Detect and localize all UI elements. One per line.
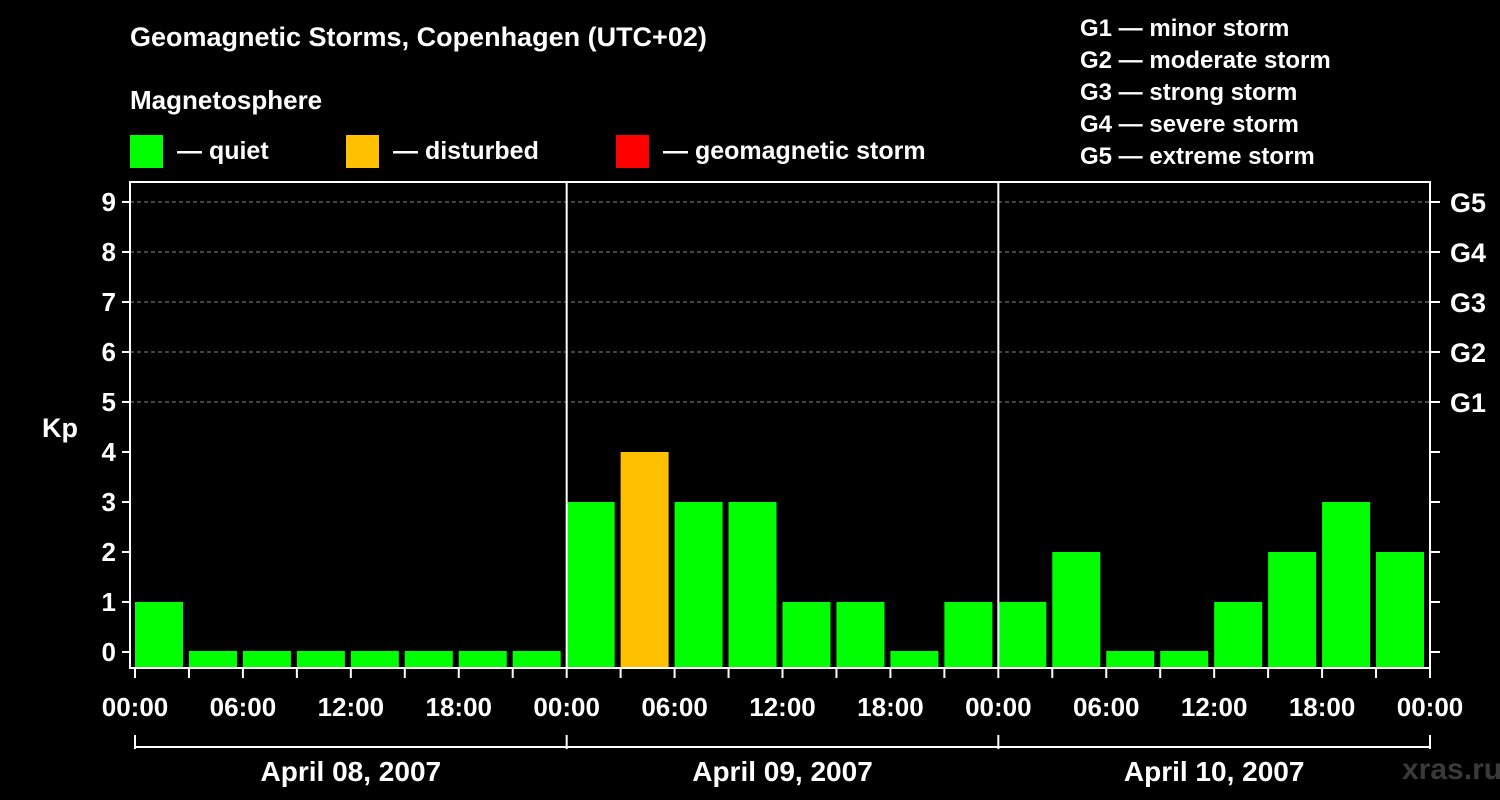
y-tick-label: 7 bbox=[102, 287, 116, 317]
kp-bar bbox=[944, 602, 993, 668]
legend-storm-label: — geomagnetic storm bbox=[663, 136, 926, 165]
x-tick-label: 18:00 bbox=[1289, 692, 1356, 722]
g4-legend-text: G4 — severe storm bbox=[1080, 111, 1299, 138]
y-tick-label: 9 bbox=[102, 187, 116, 217]
x-tick-label: 00:00 bbox=[102, 692, 169, 722]
y-tick-label: 1 bbox=[102, 587, 116, 617]
g-scale-legend: G1 — minor storm G2 — moderate storm G3 … bbox=[1080, 13, 1331, 173]
watermark: xras.ru bbox=[1402, 753, 1500, 786]
x-tick-label: 00:00 bbox=[533, 692, 600, 722]
kp-bar bbox=[1214, 602, 1263, 668]
y-tick-label: 2 bbox=[102, 537, 116, 567]
kp-bar bbox=[135, 602, 183, 668]
kp-bar bbox=[1376, 552, 1425, 668]
day-label: April 08, 2007 bbox=[261, 756, 442, 787]
kp-bar bbox=[620, 452, 669, 668]
g-axis-label-g1: G1 bbox=[1450, 388, 1486, 418]
y-tick-label: 0 bbox=[102, 637, 116, 667]
legend-disturbed: — disturbed bbox=[346, 134, 539, 168]
y-tick-label: 5 bbox=[102, 387, 116, 417]
g2-legend-text: G2 — moderate storm bbox=[1080, 47, 1331, 74]
x-tick-label: 12:00 bbox=[749, 692, 816, 722]
kp-bar bbox=[296, 651, 345, 668]
magnetosphere-label: Magnetosphere bbox=[130, 85, 323, 115]
g-axis-label-g3: G3 bbox=[1450, 288, 1486, 318]
kp-bar bbox=[890, 651, 939, 668]
kp-bar bbox=[512, 651, 561, 668]
g1-legend-text: G1 — minor storm bbox=[1080, 15, 1290, 42]
kp-bar bbox=[188, 651, 237, 668]
x-tick-label: 06:00 bbox=[210, 692, 277, 722]
kp-bar bbox=[1268, 552, 1317, 668]
kp-bar bbox=[998, 602, 1047, 668]
g-axis-label-g4: G4 bbox=[1450, 238, 1486, 268]
y-tick-label: 3 bbox=[102, 487, 116, 517]
legend-quiet: — quiet bbox=[130, 134, 269, 168]
kp-bar bbox=[566, 502, 615, 668]
kp-bar bbox=[458, 651, 507, 668]
g5-legend-text: G5 — extreme storm bbox=[1080, 143, 1315, 170]
legend-disturbed-swatch bbox=[346, 134, 379, 168]
y-axis-label: Kp bbox=[42, 413, 78, 443]
kp-bar bbox=[350, 651, 399, 668]
kp-bar bbox=[836, 602, 885, 668]
kp-bar bbox=[674, 502, 723, 668]
x-tick-label: 06:00 bbox=[641, 692, 708, 722]
g-axis-label-g2: G2 bbox=[1450, 338, 1486, 368]
legend-quiet-swatch bbox=[130, 134, 163, 168]
y-tick-label: 6 bbox=[102, 337, 116, 367]
kp-bar bbox=[728, 502, 777, 668]
x-tick-label: 00:00 bbox=[965, 692, 1032, 722]
kp-bar bbox=[1160, 651, 1209, 668]
y-tick-label: 8 bbox=[102, 237, 116, 267]
chart-title: Geomagnetic Storms, Copenhagen (UTC+02) bbox=[130, 22, 707, 52]
legend-disturbed-label: — disturbed bbox=[393, 136, 539, 165]
x-tick-label: 12:00 bbox=[1181, 692, 1248, 722]
kp-bar bbox=[242, 651, 291, 668]
day-label: April 10, 2007 bbox=[1124, 756, 1305, 787]
legend-quiet-label: — quiet bbox=[177, 136, 269, 165]
kp-bar bbox=[1322, 502, 1371, 668]
kp-bar bbox=[404, 651, 453, 668]
x-tick-label: 00:00 bbox=[1397, 692, 1464, 722]
plot-frame bbox=[129, 181, 1431, 669]
x-tick-label: 18:00 bbox=[426, 692, 493, 722]
kp-bar bbox=[1106, 651, 1155, 668]
legend-storm: — geomagnetic storm bbox=[616, 134, 926, 168]
kp-bar bbox=[782, 602, 831, 668]
x-tick-label: 18:00 bbox=[857, 692, 924, 722]
kp-bar bbox=[1052, 552, 1101, 668]
legend-storm-swatch bbox=[616, 134, 649, 168]
x-tick-label: 12:00 bbox=[318, 692, 385, 722]
y-tick-label: 4 bbox=[102, 437, 117, 467]
g-axis-label-g5: G5 bbox=[1450, 188, 1486, 218]
g3-legend-text: G3 — strong storm bbox=[1080, 79, 1298, 106]
day-label: April 09, 2007 bbox=[692, 756, 873, 787]
x-tick-label: 06:00 bbox=[1073, 692, 1140, 722]
